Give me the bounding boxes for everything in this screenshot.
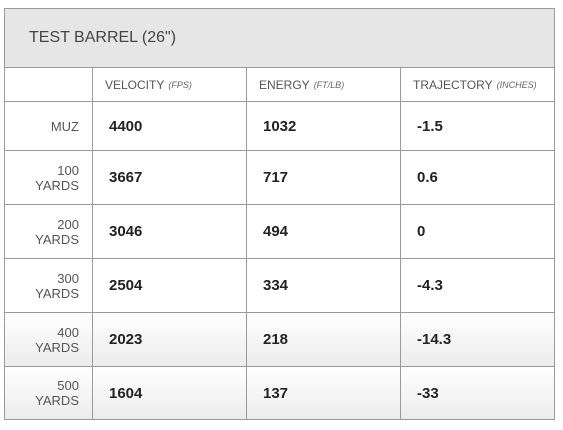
- value: 4400: [109, 117, 143, 135]
- value-cell: 334: [247, 259, 401, 313]
- column-header: VELOCITY (FPS): [93, 68, 247, 102]
- value-cell: 717: [247, 151, 401, 205]
- value-cell: 2023: [93, 313, 247, 367]
- value: -4.3: [417, 277, 443, 294]
- value: 334: [263, 277, 289, 294]
- value: 2023: [109, 331, 143, 348]
- row-label-cell: 500 YARDS: [5, 367, 93, 419]
- value-cell: -33: [401, 367, 554, 419]
- value: 1604: [109, 384, 143, 402]
- value: 3046: [109, 223, 143, 240]
- row-label: 500 YARDS: [35, 378, 79, 408]
- ballistics-table: TEST BARREL (26") VELOCITY (FPS) ENERGY (FT…: [4, 8, 555, 420]
- value-cell: 137: [247, 367, 401, 419]
- value: -14.3: [417, 331, 452, 348]
- row-label-cell: 300 YARDS: [5, 259, 93, 313]
- value-cell: -14.3: [401, 313, 554, 367]
- value-cell: -1.5: [401, 102, 554, 151]
- row-label-cell: 400 YARDS: [5, 313, 93, 367]
- column-header: ENERGY (FT/LB): [247, 68, 401, 102]
- value: 137: [263, 384, 289, 402]
- column-name: TRAJECTORY: [413, 77, 493, 92]
- row-label: 200 YARDS: [35, 216, 79, 247]
- table-grid: VELOCITY (FPS) ENERGY (FT/LB) TRAJECTORY (INC…: [5, 68, 554, 419]
- table-title: TEST BARREL (26"): [5, 9, 554, 68]
- value: 717: [263, 169, 289, 186]
- value: 218: [263, 331, 289, 348]
- value-cell: 0.6: [401, 151, 554, 205]
- column-name: ENERGY: [259, 77, 310, 92]
- value: 2504: [109, 277, 143, 294]
- value: -1.5: [417, 117, 443, 135]
- row-label-cell: MUZ: [5, 102, 93, 151]
- value-cell: 1032: [247, 102, 401, 151]
- value: -33: [417, 384, 439, 402]
- row-label-cell: 100 YARDS: [5, 151, 93, 205]
- row-label: 300 YARDS: [35, 270, 79, 301]
- value: 0: [417, 223, 426, 240]
- value-cell: 4400: [93, 102, 247, 151]
- row-label-cell: 200 YARDS: [5, 205, 93, 259]
- column-unit: (FPS): [168, 79, 192, 90]
- value-cell: 3667: [93, 151, 247, 205]
- value-cell: 218: [247, 313, 401, 367]
- row-label: 400 YARDS: [35, 324, 79, 355]
- value-cell: -4.3: [401, 259, 554, 313]
- value: 494: [263, 223, 289, 240]
- value: 3667: [109, 169, 143, 186]
- column-name: VELOCITY: [105, 77, 165, 92]
- value-cell: 2504: [93, 259, 247, 313]
- value-cell: 1604: [93, 367, 247, 419]
- column-unit: (FT/LB): [313, 79, 345, 90]
- corner-cell: [5, 68, 93, 102]
- value: 0.6: [417, 169, 438, 186]
- value-cell: 494: [247, 205, 401, 259]
- value: 1032: [263, 117, 297, 135]
- value-cell: 0: [401, 205, 554, 259]
- value-cell: 3046: [93, 205, 247, 259]
- column-header: TRAJECTORY (INCHES): [401, 68, 554, 102]
- column-unit: (INCHES): [496, 79, 537, 90]
- row-label: MUZ: [50, 118, 79, 134]
- row-label: 100 YARDS: [35, 162, 79, 193]
